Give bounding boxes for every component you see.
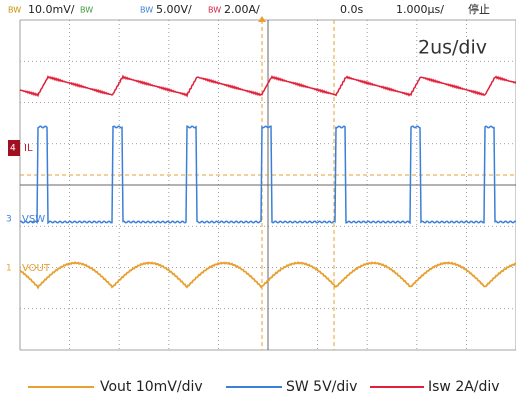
channel-number: 1 (6, 264, 12, 274)
ch4-marker (8, 140, 20, 156)
ch3-scale: 5.00V/ (156, 3, 192, 16)
legend-item: Isw 2A/div (428, 379, 500, 395)
channel-name: VOUT (22, 263, 51, 274)
bw-label: BW (80, 6, 93, 15)
bw-label: BW (208, 6, 221, 15)
time-scale: 1.000µs/ (396, 3, 444, 16)
vout-waveform (19, 261, 516, 290)
legend-item: Vout 10mV/div (100, 379, 203, 395)
time-offset: 0.0s (340, 3, 363, 16)
ch4-scale: 2.00A/ (224, 3, 260, 16)
sw-waveform (19, 125, 516, 225)
channel-number: 3 (6, 215, 12, 225)
ch1-scale: 10.0mV/ (28, 3, 75, 16)
channel-name: IL (24, 143, 33, 154)
annotation: 2us/div (418, 37, 487, 59)
isw-waveform (19, 74, 516, 98)
bw-label: BW (8, 6, 21, 15)
grid (19, 19, 516, 351)
status: 停止 (468, 2, 490, 16)
legend-item: SW 5V/div (286, 379, 357, 395)
trigger-marker (258, 16, 266, 22)
channel-number: 4 (10, 144, 16, 154)
channel-name: VSW (22, 214, 45, 225)
bw-label: BW (140, 6, 153, 15)
